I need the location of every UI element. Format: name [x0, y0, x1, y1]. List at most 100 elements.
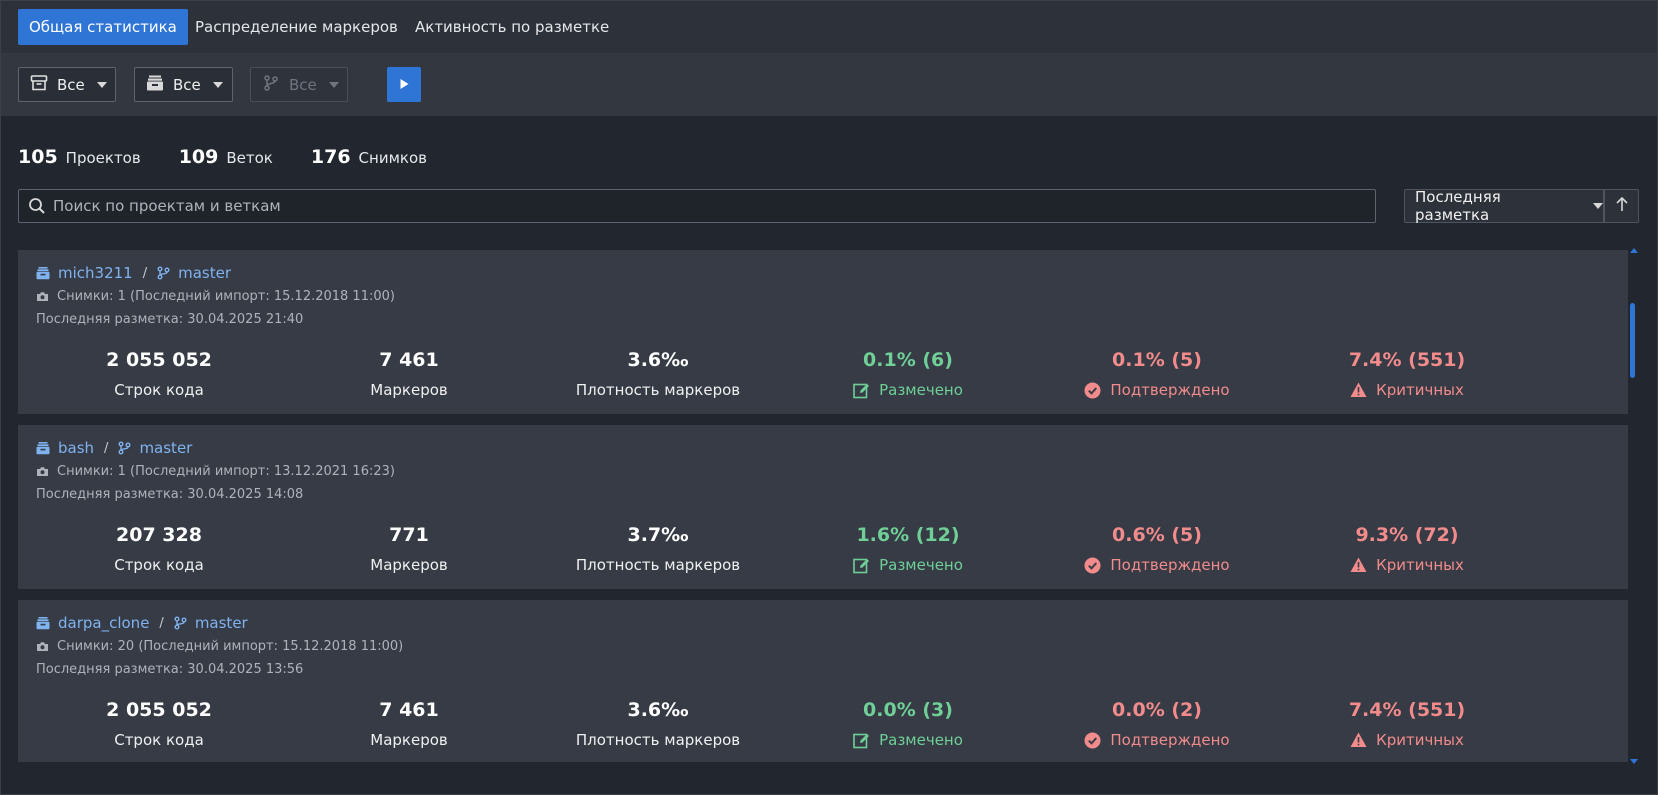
markers-stat: 771 Маркеров [279, 524, 539, 574]
edit-icon [853, 557, 870, 574]
snapshots-text: Снимки: 1 (Последний импорт: 13.12.2021 … [57, 464, 395, 479]
path-separator: / [142, 265, 148, 281]
confirmed-label: Подтверждено [1110, 731, 1230, 749]
markers-stat: 7 461 Маркеров [279, 349, 539, 399]
snapshots-count: 176 [310, 146, 351, 168]
warning-icon [1350, 732, 1367, 748]
snapshots-info: Снимки: 20 (Последний импорт: 15.12.2018… [36, 639, 403, 654]
archive-icon [30, 74, 48, 96]
branch-icon [118, 441, 131, 455]
branch-filter-dropdown[interactable]: Все [250, 67, 348, 102]
critical-label-row: Критичных [1277, 381, 1537, 399]
tab-markup-activity[interactable]: Активность по разметке [415, 18, 610, 36]
repository-icon [36, 616, 50, 630]
project-name-link[interactable]: darpa_clone [58, 614, 150, 632]
loc-value: 2 055 052 [106, 349, 212, 371]
edit-icon [853, 732, 870, 749]
confirmed-label: Подтверждено [1110, 381, 1230, 399]
loc-stat: 2 055 052 Строк кода [29, 699, 289, 749]
scrollbar-thumb[interactable] [1630, 303, 1635, 378]
project-name-link[interactable]: bash [58, 439, 95, 457]
project-list: mich3211 / master Снимки: 1 (Последний и… [18, 250, 1628, 762]
search-input[interactable] [53, 190, 1363, 222]
marked-label: Размечено [879, 731, 963, 749]
marked-value: 0.1% (6) [863, 349, 953, 371]
tab-general-stats[interactable]: Общая статистика [18, 9, 188, 45]
loc-stat: 207 328 Строк кода [29, 524, 289, 574]
confirmed-stat: 0.6% (5) Подтверждено [1027, 524, 1287, 574]
repo-filter-dropdown[interactable]: Все [134, 67, 233, 102]
sort-label: Последняя разметка [1415, 188, 1501, 224]
chevron-down-icon [1593, 203, 1603, 209]
marked-stat: 0.0% (3) Размечено [778, 699, 1038, 749]
last-markup-info: Последняя разметка: 30.04.2025 13:56 [36, 662, 304, 677]
markers-stat: 7 461 Маркеров [279, 699, 539, 749]
repository-icon [146, 74, 164, 96]
critical-label-row: Критичных [1277, 731, 1537, 749]
markers-value: 771 [389, 524, 429, 546]
project-card: mich3211 / master Снимки: 1 (Последний и… [18, 250, 1628, 414]
confirmed-stat: 0.1% (5) Подтверждено [1027, 349, 1287, 399]
confirmed-label-row: Подтверждено [1027, 381, 1287, 399]
snapshots-info: Снимки: 1 (Последний импорт: 13.12.2021 … [36, 464, 395, 479]
density-stat: 3.6‰ Плотность маркеров [528, 699, 788, 749]
tab-marker-distribution[interactable]: Распределение маркеров [195, 18, 398, 36]
confirmed-label-row: Подтверждено [1027, 556, 1287, 574]
critical-label: Критичных [1376, 381, 1464, 399]
branches-count-label: Веток [226, 149, 273, 167]
density-label: Плотность маркеров [575, 381, 741, 399]
check-circle-icon [1084, 382, 1101, 399]
critical-stat: 7.4% (551) Критичных [1277, 349, 1537, 399]
confirmed-value: 0.6% (5) [1112, 524, 1202, 546]
snapshots-text: Снимки: 20 (Последний импорт: 15.12.2018… [57, 639, 404, 654]
project-card: darpa_clone / master Снимки: 20 (Последн… [18, 600, 1628, 762]
project-filter-dropdown[interactable]: Все [18, 67, 116, 102]
camera-icon [36, 466, 49, 477]
arrow-up-icon [1615, 196, 1629, 216]
branch-icon [262, 74, 280, 96]
summary-counts: 105 Проектов 109 Веток 176 Снимков [18, 146, 465, 168]
card-header: bash / master [36, 439, 192, 457]
marked-label: Размечено [879, 556, 963, 574]
branch-name-link[interactable]: master [194, 614, 248, 632]
list-scrollbar[interactable] [1628, 248, 1640, 764]
density-label: Плотность маркеров [575, 556, 741, 574]
marked-label-row: Размечено [778, 731, 1038, 749]
markers-value: 7 461 [379, 699, 439, 721]
scroll-up-arrow[interactable] [1630, 248, 1638, 253]
critical-stat: 7.4% (551) Критичных [1277, 699, 1537, 749]
critical-label-row: Критичных [1277, 556, 1537, 574]
sort-dropdown[interactable]: Последняя разметка [1404, 188, 1604, 224]
search-icon [28, 197, 46, 219]
check-circle-icon [1084, 732, 1101, 749]
density-value: 3.7‰ [627, 524, 689, 546]
marked-label-row: Размечено [778, 381, 1038, 399]
sort-direction-button[interactable] [1604, 189, 1639, 223]
last-markup-info: Последняя разметка: 30.04.2025 14:08 [36, 487, 304, 502]
confirmed-label: Подтверждено [1110, 556, 1230, 574]
markers-label: Маркеров [370, 381, 448, 399]
path-separator: / [159, 615, 164, 631]
branch-name-link[interactable]: master [178, 264, 232, 282]
scroll-down-arrow[interactable] [1630, 759, 1638, 764]
confirmed-stat: 0.0% (2) Подтверждено [1027, 699, 1287, 749]
critical-label: Критичных [1376, 556, 1464, 574]
markers-value: 7 461 [379, 349, 439, 371]
loc-label: Строк кода [114, 556, 204, 574]
projects-count-label: Проектов [65, 149, 141, 167]
loc-value: 207 328 [116, 524, 202, 546]
density-stat: 3.7‰ Плотность маркеров [528, 524, 788, 574]
branch-icon [157, 266, 170, 280]
project-name-link[interactable]: mich3211 [58, 264, 133, 282]
run-button[interactable] [387, 67, 421, 102]
chevron-down-icon [212, 81, 223, 88]
critical-value: 7.4% (551) [1348, 349, 1466, 371]
projects-count: 105 [18, 146, 58, 168]
branch-name-link[interactable]: master [139, 439, 193, 457]
marked-value: 0.0% (3) [863, 699, 953, 721]
critical-value: 9.3% (72) [1355, 524, 1459, 546]
snapshots-info: Снимки: 1 (Последний импорт: 15.12.2018 … [36, 289, 395, 304]
snapshots-count-label: Снимков [358, 149, 427, 167]
warning-icon [1350, 557, 1367, 573]
density-stat: 3.6‰ Плотность маркеров [528, 349, 788, 399]
